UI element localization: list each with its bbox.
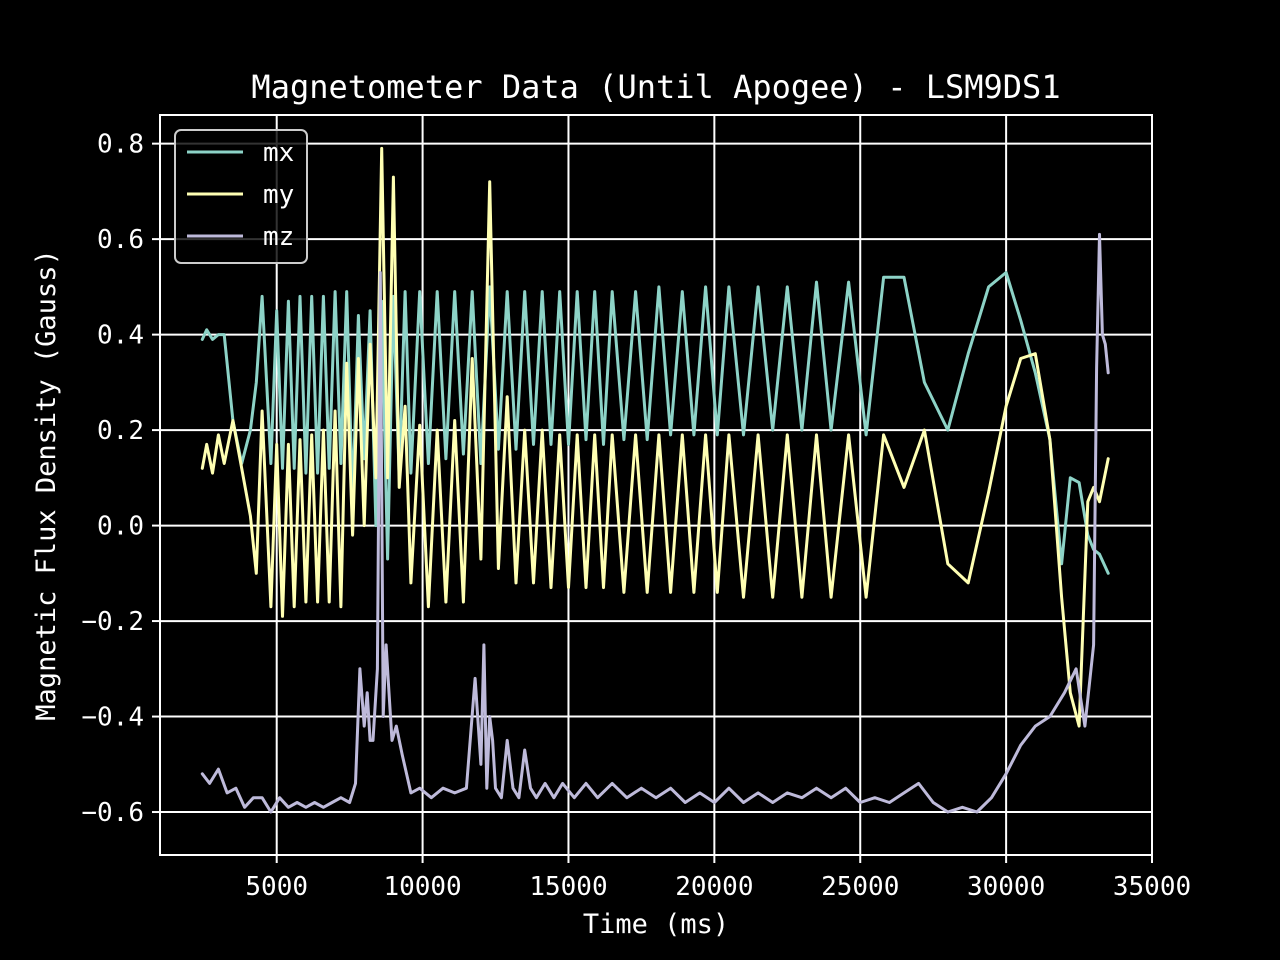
y-tick-label: 0.2 <box>97 416 144 446</box>
axis-ticks: 5000 10000 15000 20000 25000 30000 35000 0.8 0.6… <box>81 130 1191 902</box>
legend: mx my mz <box>174 129 308 264</box>
x-tick-label: 5000 <box>245 872 308 902</box>
x-tick-label: 10000 <box>383 872 461 902</box>
series-lines <box>200 146 1110 814</box>
series-line-mx <box>200 271 1110 575</box>
x-tick-label: 35000 <box>1113 872 1191 902</box>
legend-label-mz: mz <box>263 222 294 252</box>
legend-label-my: my <box>263 180 294 210</box>
legend-label-mx: mx <box>263 138 294 168</box>
x-axis-title: Time (ms) <box>583 909 729 940</box>
y-tick-label: −0.4 <box>81 703 144 733</box>
y-tick-label: −0.2 <box>81 607 144 637</box>
legend-frame <box>174 129 308 264</box>
y-tick-label: 0.4 <box>97 321 144 351</box>
chart-title: Magnetometer Data (Until Apogee) - LSM9D… <box>251 68 1060 106</box>
y-tick-label: −0.6 <box>81 798 144 828</box>
x-tick-label: 15000 <box>529 872 607 902</box>
y-tick-label: 0.0 <box>97 512 144 542</box>
series-line-mz <box>200 232 1110 814</box>
y-tick-label: 0.6 <box>97 225 144 255</box>
y-axis-title: Magnetic Flux Density (Gauss) <box>31 249 62 720</box>
plot-area-frame <box>159 114 1153 856</box>
x-tick-label: 20000 <box>675 872 753 902</box>
x-tick-label: 30000 <box>967 872 1045 902</box>
y-tick-label: 0.8 <box>97 130 144 160</box>
series-line-my <box>200 146 1110 728</box>
x-tick-label: 25000 <box>821 872 899 902</box>
